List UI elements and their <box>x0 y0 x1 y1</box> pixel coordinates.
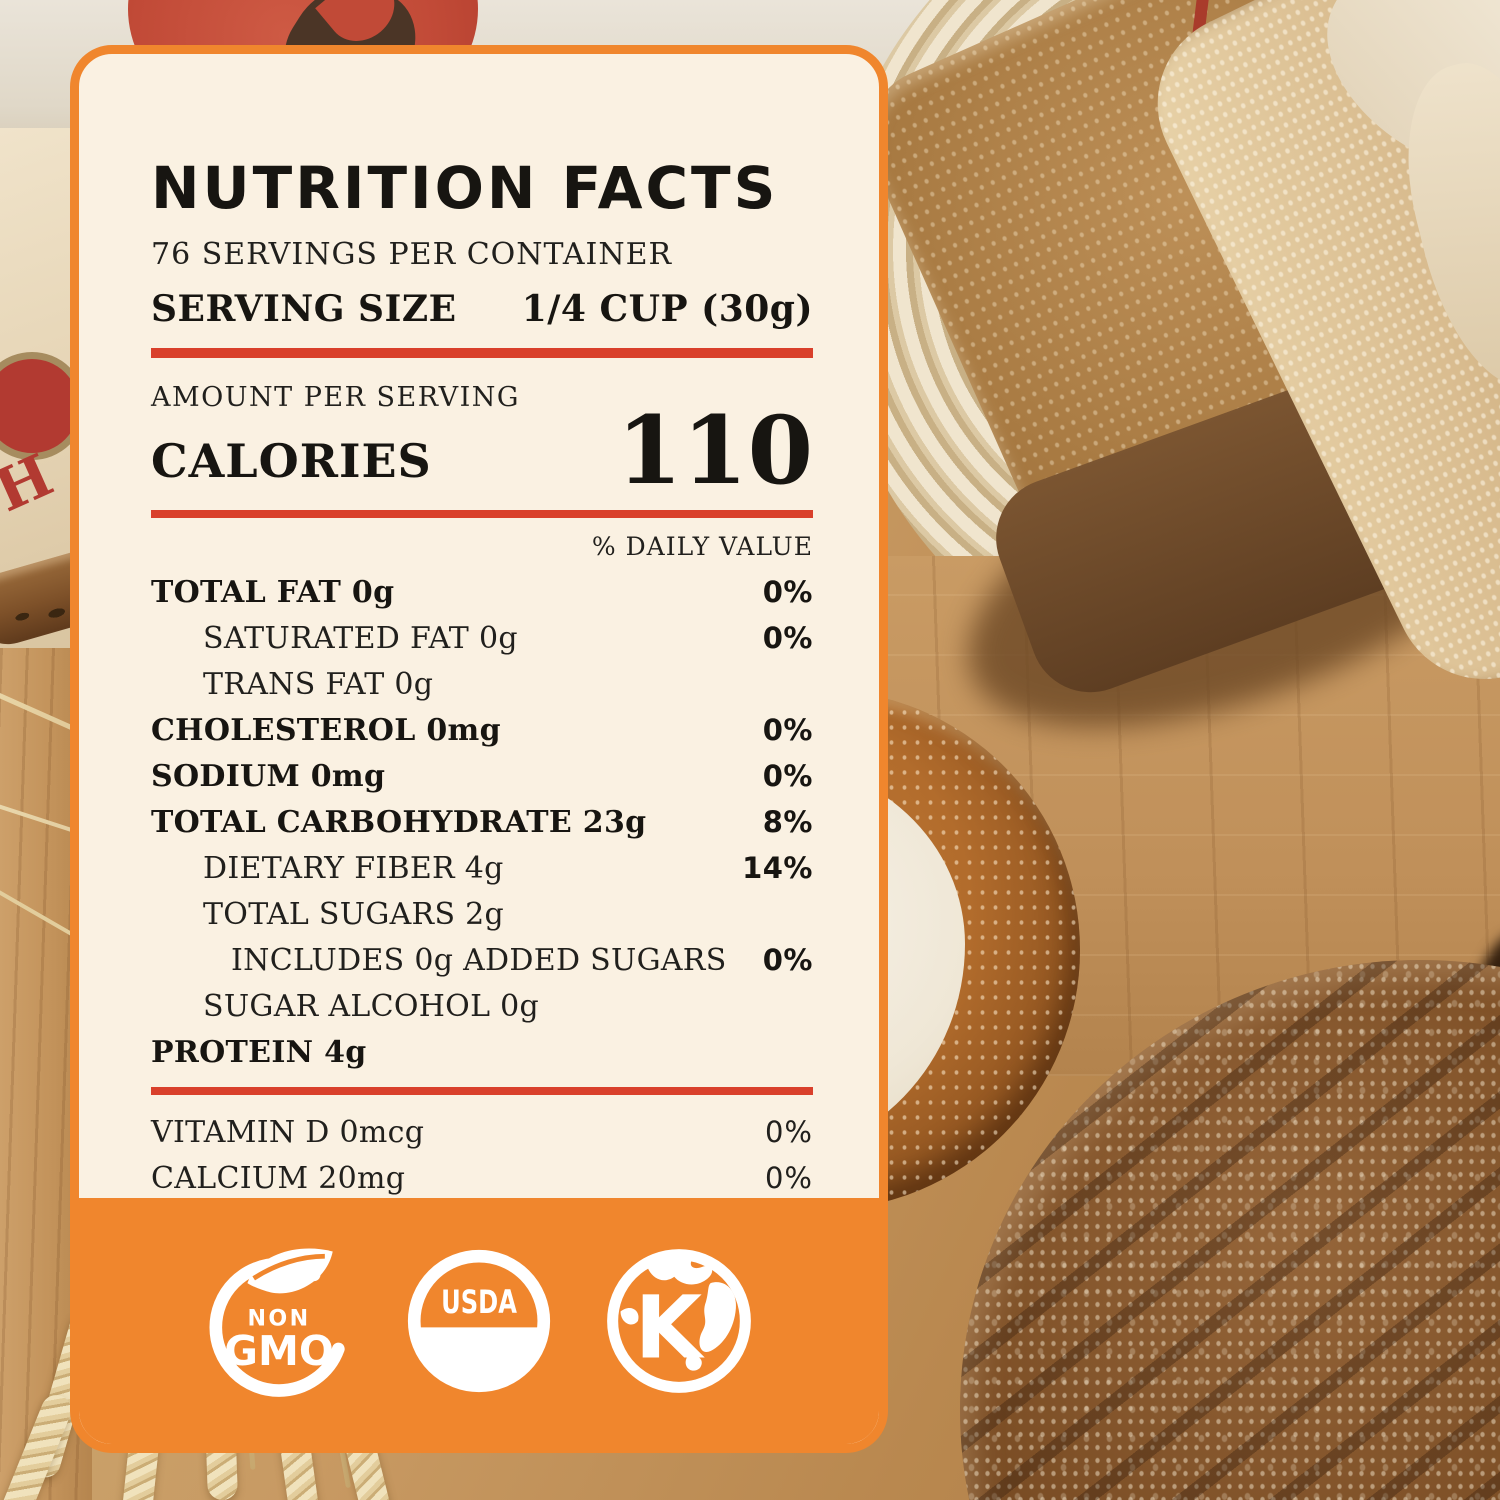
divider-line <box>151 348 813 358</box>
vitamin-value: 0% <box>764 1115 813 1150</box>
nutrient-label: DIETARY FIBER 4g <box>203 850 504 886</box>
nutrient-row-sodium: SODIUM 0mg 0% <box>151 753 813 799</box>
nutrient-row-sugar-alcohol: SUGAR ALCOHOL 0g <box>151 983 813 1029</box>
non-gmo-icon: NON GMO <box>209 1248 349 1397</box>
nutrient-value: 0% <box>762 575 813 610</box>
non-gmo-badge: NON GMO <box>200 1242 358 1400</box>
non-gmo-text-line2: GMO <box>224 1327 334 1375</box>
vitamin-value: 0% <box>764 1161 813 1196</box>
nutrient-label: INCLUDES 0g ADDED SUGARS <box>231 942 727 978</box>
nutrient-label: TRANS FAT 0g <box>203 666 434 702</box>
daily-value-header: % DAILY VALUE <box>591 532 813 562</box>
nutrient-value: 14% <box>742 851 813 886</box>
sourdough-loaf-photo <box>960 960 1500 1500</box>
vitamin-row-calcium: CALCIUM 20mg 0% <box>151 1155 813 1201</box>
nutrition-facts-title: NUTRITION FACTS <box>151 154 779 222</box>
nutrient-row-protein: PROTEIN 4g <box>151 1029 813 1075</box>
amount-per-serving-label: AMOUNT PER SERVING <box>151 382 520 413</box>
nutrient-label: SATURATED FAT 0g <box>203 620 518 656</box>
nutrient-row-cholesterol: CHOLESTEROL 0mg 0% <box>151 707 813 753</box>
nutrient-row-trans-fat: TRANS FAT 0g <box>151 661 813 707</box>
kosher-globe-icon: K <box>607 1249 751 1393</box>
serving-size-label: SERVING SIZE <box>151 288 457 330</box>
nutrient-row-saturated-fat: SATURATED FAT 0g 0% <box>151 615 813 661</box>
divider-line <box>151 510 813 519</box>
usda-organic-icon: USDA ORGANIC <box>407 1249 551 1393</box>
kosher-k-letter: K <box>635 1277 705 1378</box>
nutrient-label: PROTEIN 4g <box>151 1034 367 1070</box>
nutrient-label: SODIUM 0mg <box>151 758 386 794</box>
calories-value: 110 <box>616 396 813 506</box>
nutrient-label: TOTAL CARBOHYDRATE 23g <box>151 804 647 840</box>
calories-row: CALORIES 110 <box>151 396 813 506</box>
nutrient-row-added-sugars: INCLUDES 0g ADDED SUGARS 0% <box>151 937 813 983</box>
nutrient-label: TOTAL SUGARS 2g <box>203 896 505 932</box>
nutrient-row-total-carbohydrate: TOTAL CARBOHYDRATE 23g 8% <box>151 799 813 845</box>
calories-label: CALORIES <box>151 434 432 489</box>
nutrient-row-total-fat: TOTAL FAT 0g 0% <box>151 569 813 615</box>
servings-per-container: 76 SERVINGS PER CONTAINER <box>151 237 673 272</box>
nutrient-value: 0% <box>762 621 813 656</box>
nutrient-row-total-sugars: TOTAL SUGARS 2g <box>151 891 813 937</box>
nutrient-value: 0% <box>762 713 813 748</box>
organic-text: ORGANIC <box>433 1339 525 1368</box>
nutrient-value: 0% <box>762 943 813 978</box>
usda-text: USDA <box>441 1285 517 1321</box>
divider-line <box>151 1087 813 1096</box>
vitamin-label: CALCIUM 20mg <box>151 1160 406 1196</box>
kosher-earth-badge: K <box>600 1242 758 1400</box>
nutrient-label: CHOLESTEROL 0mg <box>151 712 501 748</box>
nutrient-value: 0% <box>762 759 813 794</box>
nutrition-facts-card: NUTRITION FACTS 76 SERVINGS PER CONTAINE… <box>70 45 888 1453</box>
nutrient-value: 8% <box>762 805 813 840</box>
usda-organic-badge: USDA ORGANIC <box>400 1242 558 1400</box>
nutrient-rows: TOTAL FAT 0g 0% SATURATED FAT 0g 0% TRAN… <box>151 569 813 1075</box>
nutrient-label: SUGAR ALCOHOL 0g <box>203 988 540 1024</box>
vitamin-row-vitamin-d: VITAMIN D 0mcg 0% <box>151 1109 813 1155</box>
nutrient-label: TOTAL FAT 0g <box>151 574 395 610</box>
nutrient-row-dietary-fiber: DIETARY FIBER 4g 14% <box>151 845 813 891</box>
vitamin-label: VITAMIN D 0mcg <box>151 1114 425 1150</box>
serving-size-row: SERVING SIZE 1/4 CUP (30g) <box>151 288 813 330</box>
certification-badge-bar: NON GMO USDA ORGANIC <box>79 1198 879 1444</box>
non-gmo-text-line1: NON <box>248 1306 311 1332</box>
serving-size-value: 1/4 CUP (30g) <box>521 288 813 330</box>
